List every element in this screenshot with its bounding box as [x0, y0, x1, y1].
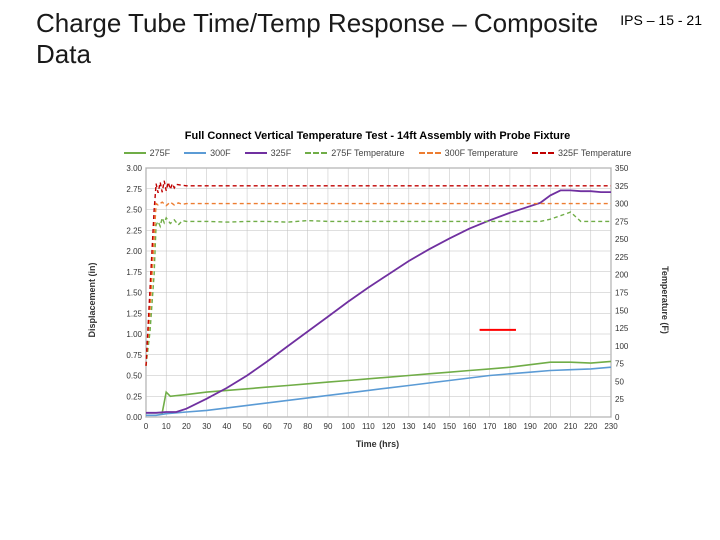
chart-container: Full Connect Vertical Temperature Test -…: [110, 130, 645, 475]
legend-item: 325F Temperature: [532, 148, 631, 158]
legend-swatch: [184, 152, 206, 154]
svg-text:0.75: 0.75: [126, 351, 142, 360]
svg-text:75: 75: [615, 360, 624, 369]
svg-text:325: 325: [615, 182, 629, 191]
svg-text:3.00: 3.00: [126, 164, 142, 173]
legend-item: 275F: [124, 148, 171, 158]
svg-text:210: 210: [564, 422, 578, 431]
svg-text:125: 125: [615, 324, 629, 333]
svg-text:20: 20: [182, 422, 191, 431]
svg-text:70: 70: [283, 422, 292, 431]
svg-text:150: 150: [615, 306, 629, 315]
svg-text:200: 200: [544, 422, 558, 431]
svg-text:2.00: 2.00: [126, 247, 142, 256]
legend-item: 325F: [245, 148, 292, 158]
legend-swatch: [419, 152, 441, 154]
svg-text:80: 80: [303, 422, 312, 431]
legend-label: 325F Temperature: [558, 148, 631, 158]
chart-title: Full Connect Vertical Temperature Test -…: [110, 130, 645, 142]
slide-title: Charge Tube Time/Temp Response – Composi…: [36, 8, 656, 70]
svg-text:160: 160: [463, 422, 477, 431]
svg-text:60: 60: [263, 422, 272, 431]
svg-text:200: 200: [615, 271, 629, 280]
svg-text:2.50: 2.50: [126, 206, 142, 215]
slide: IPS – 15 - 21 Charge Tube Time/Temp Resp…: [0, 0, 720, 540]
svg-text:100: 100: [615, 342, 629, 351]
svg-text:40: 40: [222, 422, 231, 431]
y-left-axis-label: Displacement (in): [87, 262, 97, 337]
svg-text:50: 50: [615, 377, 624, 386]
legend-swatch: [305, 152, 327, 154]
x-axis-label: Time (hrs): [110, 439, 645, 449]
svg-text:170: 170: [483, 422, 497, 431]
svg-text:190: 190: [523, 422, 537, 431]
svg-text:30: 30: [202, 422, 211, 431]
svg-text:0: 0: [615, 413, 620, 422]
svg-text:1.00: 1.00: [126, 330, 142, 339]
legend-item: 275F Temperature: [305, 148, 404, 158]
svg-text:100: 100: [341, 422, 355, 431]
svg-text:230: 230: [604, 422, 618, 431]
chart-legend: 275F 300F 325F 275F Temperature 300F Tempera…: [110, 148, 645, 158]
legend-swatch: [245, 152, 267, 154]
legend-label: 300F: [210, 148, 231, 158]
svg-text:175: 175: [615, 289, 629, 298]
legend-label: 300F Temperature: [445, 148, 518, 158]
svg-text:0.00: 0.00: [126, 413, 142, 422]
svg-text:90: 90: [324, 422, 333, 431]
svg-text:250: 250: [615, 235, 629, 244]
svg-text:1.25: 1.25: [126, 309, 142, 318]
svg-text:300: 300: [615, 200, 629, 209]
svg-text:130: 130: [402, 422, 416, 431]
svg-text:2.75: 2.75: [126, 185, 142, 194]
svg-text:1.75: 1.75: [126, 268, 142, 277]
chart-plot-area: Displacement (in) Temperature (F) 0.000.…: [110, 162, 645, 437]
y-right-axis-label: Temperature (F): [660, 266, 670, 334]
legend-swatch: [124, 152, 146, 154]
svg-text:220: 220: [584, 422, 598, 431]
legend-label: 275F Temperature: [331, 148, 404, 158]
legend-label: 275F: [150, 148, 171, 158]
svg-text:120: 120: [382, 422, 396, 431]
legend-swatch: [532, 152, 554, 154]
svg-text:0.25: 0.25: [126, 392, 142, 401]
svg-text:225: 225: [615, 253, 629, 262]
svg-text:275: 275: [615, 217, 629, 226]
legend-label: 325F: [271, 148, 292, 158]
chart-svg: 0.00 0.25 0.50 0.75 1.00 1.25 1.50 1.75 2.00 2.25…: [110, 162, 645, 437]
svg-text:180: 180: [503, 422, 517, 431]
svg-text:10: 10: [162, 422, 171, 431]
svg-text:25: 25: [615, 395, 624, 404]
legend-item: 300F: [184, 148, 231, 158]
svg-text:0: 0: [144, 422, 149, 431]
svg-text:50: 50: [243, 422, 252, 431]
svg-text:150: 150: [443, 422, 457, 431]
svg-text:0.50: 0.50: [126, 372, 142, 381]
legend-item: 300F Temperature: [419, 148, 518, 158]
svg-text:1.50: 1.50: [126, 289, 142, 298]
svg-text:2.25: 2.25: [126, 226, 142, 235]
svg-text:110: 110: [362, 422, 375, 431]
svg-text:350: 350: [615, 164, 629, 173]
svg-text:140: 140: [422, 422, 436, 431]
